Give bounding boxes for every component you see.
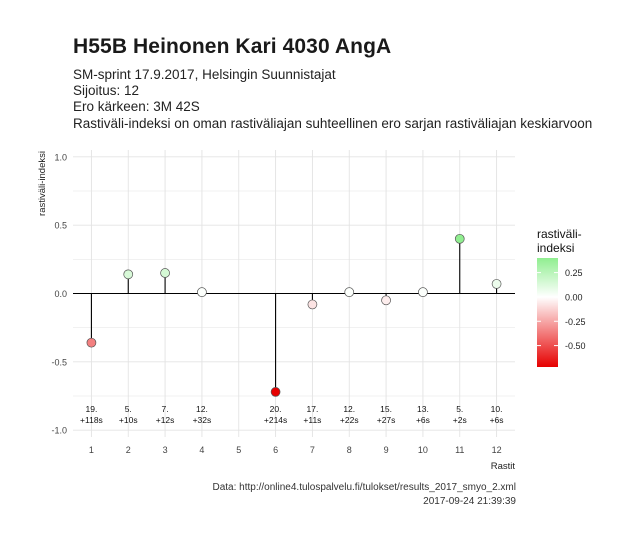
x-tick-label: 2 (126, 445, 131, 455)
legend-title-line-2: indeksi (537, 241, 574, 255)
point-label-diff: +214s (264, 415, 287, 425)
point-label-rank: 5. (125, 404, 132, 414)
data-point (270, 387, 281, 397)
data-point (86, 337, 97, 348)
point-label-diff: +27s (377, 415, 396, 425)
x-tick-label: 9 (384, 445, 389, 455)
data-point (454, 233, 465, 244)
x-tick-label: 6 (273, 445, 278, 455)
chart-title: H55B Heinonen Kari 4030 AngA (73, 35, 392, 58)
x-tick-label: 12 (492, 445, 502, 455)
point-label-diff: +11s (303, 415, 321, 425)
point-labels: 19.+118s5.+10s7.+12s12.+32s20.+214s17.+1… (80, 404, 504, 425)
point-label-diff: +10s (119, 415, 138, 425)
point-label-rank: 17. (307, 404, 319, 414)
subtitle-line-4: Rastiväli-indeksi on oman rastiväliajan … (73, 116, 593, 131)
point-label-diff: +6s (416, 415, 430, 425)
data-point (160, 268, 170, 278)
point-label-rank: 13. (417, 404, 429, 414)
point-label-rank: 20. (270, 404, 282, 414)
point-label-rank: 12. (343, 404, 355, 414)
x-tick-label: 4 (199, 445, 204, 455)
x-tick-label: 8 (347, 445, 352, 455)
y-axis-label: rastiväli-indeksi (37, 151, 48, 216)
x-tick-label: 5 (236, 445, 241, 455)
point-label-rank: 7. (162, 404, 169, 414)
data-point (418, 287, 428, 297)
point-label-diff: +22s (340, 415, 359, 425)
point-label-rank: 19. (86, 404, 98, 414)
data-point (344, 287, 355, 297)
data-point (197, 287, 207, 297)
x-tick-label: 1 (89, 445, 94, 455)
data-point (307, 299, 318, 310)
legend-tick-label: -0.50 (565, 341, 586, 351)
x-tick-label: 3 (163, 445, 168, 455)
timestamp-caption: 2017-09-24 21:39:39 (423, 496, 516, 507)
point-label-rank: 12. (196, 404, 208, 414)
point-label-rank: 10. (491, 404, 503, 414)
x-tick-label: 7 (310, 445, 315, 455)
y-tick-label: -0.5 (51, 357, 67, 367)
point-label-diff: +118s (80, 415, 103, 425)
data-point (381, 295, 391, 306)
subtitle-line-3: Ero kärkeen: 3M 42S (73, 99, 200, 114)
y-tick-label: 0.5 (54, 221, 67, 231)
data-point (491, 279, 502, 289)
subtitle-line-2: Sijoitus: 12 (73, 83, 140, 98)
x-tick-label: 11 (455, 445, 464, 455)
y-tick-label: 1.0 (54, 152, 67, 162)
legend-colorbar (537, 258, 558, 367)
points (86, 233, 502, 397)
point-label-diff: +12s (156, 415, 175, 425)
y-tick-label: 0.0 (54, 289, 67, 299)
x-axis-label: Rastit (491, 461, 516, 472)
legend-tick-label: -0.25 (565, 317, 586, 327)
point-label-diff: +32s (193, 415, 212, 425)
legend-tick-label: 0.00 (565, 292, 583, 302)
stems (90, 238, 498, 392)
subtitle-line-1: SM-sprint 17.9.2017, Helsingin Suunnista… (73, 67, 336, 82)
point-label-rank: 15. (380, 404, 392, 414)
data-point (123, 269, 134, 280)
legend: rastiväli-indeksi 0.25 0.00 -0.25 -0.50 (537, 227, 586, 367)
axes: -1.0-0.50.00.51.01 2 3 4 5 6 7 8 9 10 11 12Rastitra… (37, 151, 515, 472)
legend-tick-label: 0.25 (565, 268, 583, 278)
point-label-diff: +6s (490, 415, 504, 425)
x-tick-label: 10 (418, 445, 428, 455)
data-source-caption: Data: http://online4.tulospalvelu.fi/tul… (212, 482, 516, 493)
point-label-rank: 5. (456, 404, 463, 414)
y-tick-label: -1.0 (51, 426, 67, 436)
legend-title-line-1: rastiväli- (537, 227, 582, 241)
point-label-diff: +2s (453, 415, 467, 425)
